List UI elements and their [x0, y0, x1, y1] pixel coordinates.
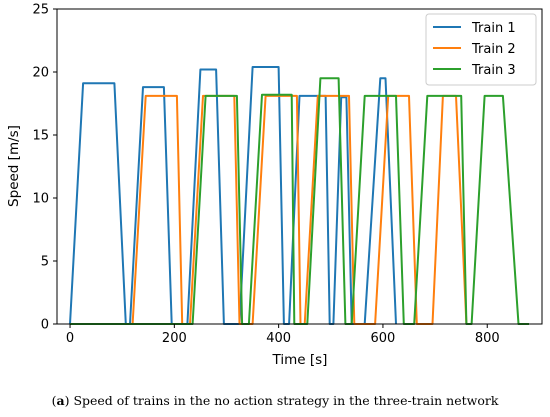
x-axis-label: Time [s] — [272, 352, 328, 368]
y-tick-label: 10 — [32, 192, 49, 207]
series-line-train-2 — [70, 94, 468, 325]
series-line-train-1 — [69, 66, 397, 325]
plot-frame — [56, 8, 543, 325]
legend: Train 1 Train 2 Train 3 — [425, 13, 537, 86]
caption-text: Speed of trains in the no action strateg… — [69, 393, 499, 408]
y-tick-label: 5 — [41, 255, 49, 270]
y-axis-ticks: 0 5 10 15 20 25 — [32, 3, 57, 333]
x-tick-label: 800 — [475, 331, 500, 346]
legend-label-train-1: Train 1 — [471, 21, 516, 36]
x-axis-ticks: 0 200 400 600 800 — [66, 324, 500, 346]
legend-label-train-3: Train 3 — [471, 63, 516, 78]
y-tick-label: 20 — [32, 66, 49, 81]
x-tick-label: 400 — [266, 331, 291, 346]
legend-box — [425, 13, 537, 86]
y-axis-label: Speed [m/s] — [6, 125, 22, 207]
legend-label-train-2: Train 2 — [471, 42, 516, 57]
plot-lines — [69, 66, 529, 325]
y-tick-label: 25 — [32, 3, 49, 18]
y-tick-label: 15 — [32, 129, 49, 144]
y-tick-label: 0 — [41, 318, 49, 333]
figure-caption: (a) Speed of trains in the no action str… — [51, 393, 499, 408]
caption-label: a — [56, 393, 65, 408]
x-tick-label: 0 — [66, 331, 74, 346]
x-tick-label: 600 — [371, 331, 396, 346]
speed-chart: 0 200 400 600 800 0 5 10 15 20 25 Time [s] Speed … — [6, 3, 543, 368]
x-tick-label: 200 — [162, 331, 187, 346]
